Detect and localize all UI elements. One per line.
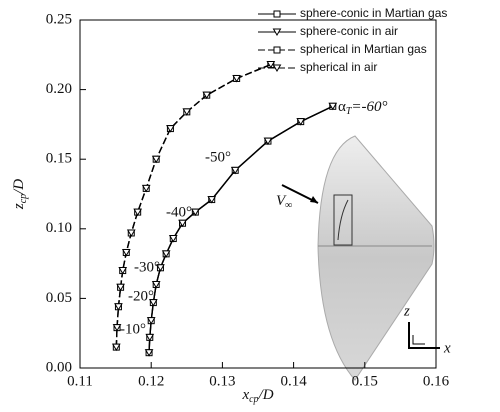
x-tick-label: 0.14: [280, 373, 307, 389]
legend-label: sphere-conic in air: [300, 24, 398, 38]
x-axis-label-part: /D: [258, 387, 274, 403]
annotation-part: ∞: [285, 200, 292, 211]
chart: 0.11 0.12 0.13 0.14 0.15 0.16 0.00 0.05 0.10 0.15…: [0, 0, 500, 412]
y-tick-label: 0.20: [46, 81, 72, 97]
legend-label: sphere-conic in Martian gas: [300, 6, 447, 20]
y-axis-label: zcp/D: [11, 179, 29, 210]
x-axis-label: xcp/D: [241, 387, 273, 405]
annotation: -10°: [120, 321, 146, 337]
annotation: z: [403, 303, 410, 319]
legend-label: spherical in Martian gas: [300, 42, 427, 56]
annotation-part: =-60°: [351, 99, 387, 115]
x-tick-label: 0.13: [209, 373, 235, 389]
annotation: V∞: [276, 193, 292, 211]
y-tick-label: 0.15: [46, 151, 72, 167]
y-tick-label: 0.05: [46, 290, 72, 306]
x-axis-label-part: cp: [249, 394, 258, 405]
y-tick-label: 0.10: [46, 220, 72, 236]
legend-marker: [274, 47, 280, 53]
legend-marker: [274, 11, 280, 17]
x-tick-label: 0.12: [138, 373, 164, 389]
series-line: [149, 106, 333, 352]
x-tick-label: 0.11: [67, 373, 93, 389]
x-tick-label: 0.15: [352, 373, 378, 389]
annotation: -30°: [134, 259, 160, 275]
x-tick-label: 0.16: [423, 373, 450, 389]
series-line: [149, 106, 333, 352]
legend-label: spherical in air: [300, 60, 377, 74]
annotation: αT=-60°: [338, 99, 388, 117]
y-tick-label: 0.00: [46, 359, 72, 375]
y-axis-label-part: /D: [11, 179, 27, 195]
annotation-part: α: [338, 99, 346, 115]
annotation: -20°: [128, 288, 154, 304]
y-tick-label: 0.25: [46, 11, 72, 27]
vehicle-illustration: [282, 136, 440, 380]
annotation: -50°: [205, 149, 231, 165]
annotation: x: [443, 340, 451, 356]
annotation: -40°: [166, 204, 192, 220]
y-axis-label-part: cp: [18, 194, 29, 203]
series-line: [116, 65, 271, 348]
